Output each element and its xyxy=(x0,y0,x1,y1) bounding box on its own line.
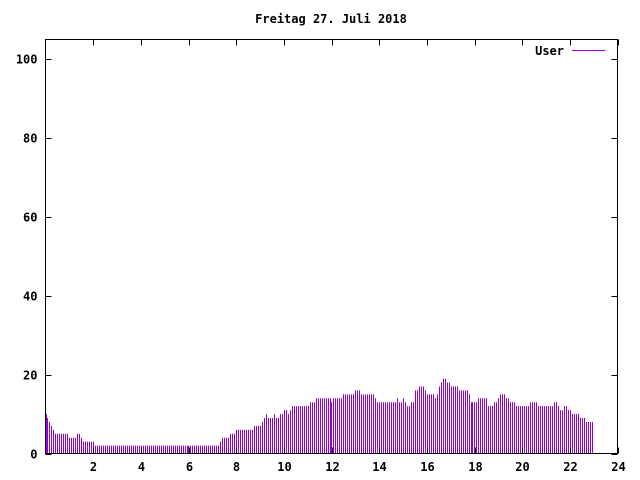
y-tick-label: 0 xyxy=(30,448,37,462)
x-tick-label: 10 xyxy=(277,460,291,474)
chart-title: Freitag 27. Juli 2018 xyxy=(255,12,407,26)
x-tick-label: 12 xyxy=(325,460,339,474)
y-tick-label: 20 xyxy=(23,369,37,383)
x-tick-label: 2 xyxy=(90,460,97,474)
plot-frame xyxy=(45,39,618,454)
x-tick-label: 22 xyxy=(563,460,577,474)
x-tick-label: 4 xyxy=(138,460,145,474)
x-tick-label: 20 xyxy=(515,460,529,474)
x-tick-label: 8 xyxy=(233,460,240,474)
x-tick-label: 14 xyxy=(372,460,386,474)
y-tick-label: 80 xyxy=(23,132,37,146)
legend: User xyxy=(535,44,605,58)
bar-series-user xyxy=(46,378,593,454)
x-tick-label: 18 xyxy=(468,460,482,474)
x-tick-label: 24 xyxy=(611,460,625,474)
y-tick-label: 40 xyxy=(23,290,37,304)
y-tick-label: 100 xyxy=(16,53,38,67)
y-tick-label: 60 xyxy=(23,211,37,225)
legend-label-user: User xyxy=(535,44,564,58)
x-tick-label: 6 xyxy=(186,460,193,474)
x-tick-label: 16 xyxy=(420,460,434,474)
